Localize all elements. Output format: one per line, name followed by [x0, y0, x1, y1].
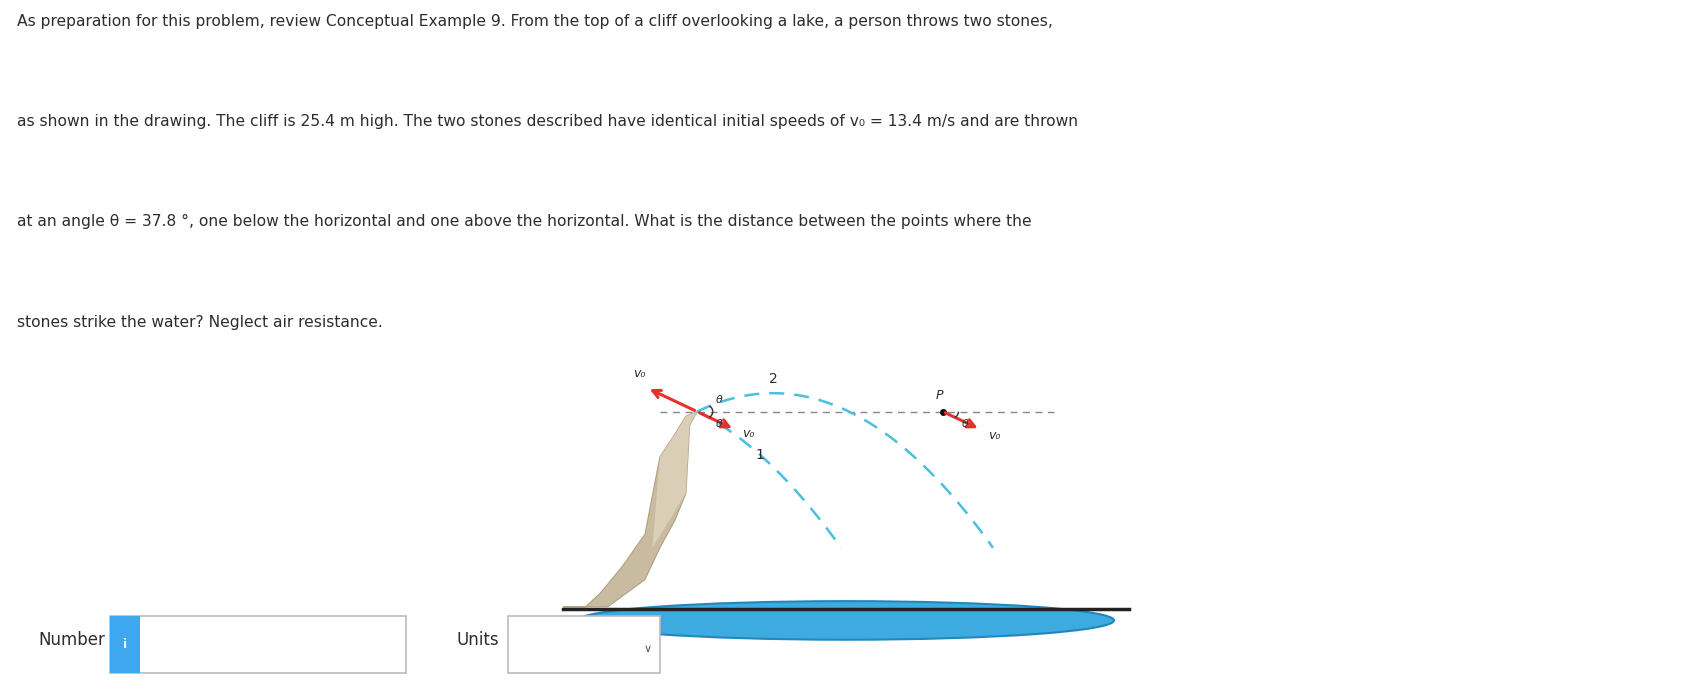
Text: Units: Units — [457, 630, 499, 649]
Text: As preparation for this problem, review Conceptual Example 9. From the top of a : As preparation for this problem, review … — [17, 14, 1052, 29]
Text: at an angle θ = 37.8 °, one below the horizontal and one above the horizontal. W: at an angle θ = 37.8 °, one below the ho… — [17, 214, 1032, 229]
Text: v₀: v₀ — [743, 427, 755, 440]
Text: P: P — [936, 389, 942, 402]
Text: i: i — [124, 638, 127, 650]
Text: v₀: v₀ — [988, 429, 1000, 442]
Text: θ: θ — [716, 395, 722, 405]
Text: 1: 1 — [755, 448, 765, 462]
Text: θ: θ — [716, 419, 722, 429]
Text: θ: θ — [961, 419, 968, 429]
Text: ∨: ∨ — [645, 644, 651, 654]
Text: as shown in the drawing. The cliff is 25.4 m high. The two stones described have: as shown in the drawing. The cliff is 25… — [17, 114, 1078, 129]
Text: 2: 2 — [768, 372, 777, 387]
Ellipse shape — [579, 601, 1113, 639]
FancyBboxPatch shape — [110, 615, 406, 673]
FancyBboxPatch shape — [508, 615, 660, 673]
Text: stones strike the water? Neglect air resistance.: stones strike the water? Neglect air res… — [17, 315, 382, 330]
FancyBboxPatch shape — [110, 615, 140, 673]
Text: Number: Number — [37, 630, 105, 649]
Polygon shape — [653, 411, 697, 548]
Polygon shape — [563, 411, 697, 607]
Text: v₀: v₀ — [633, 367, 646, 380]
